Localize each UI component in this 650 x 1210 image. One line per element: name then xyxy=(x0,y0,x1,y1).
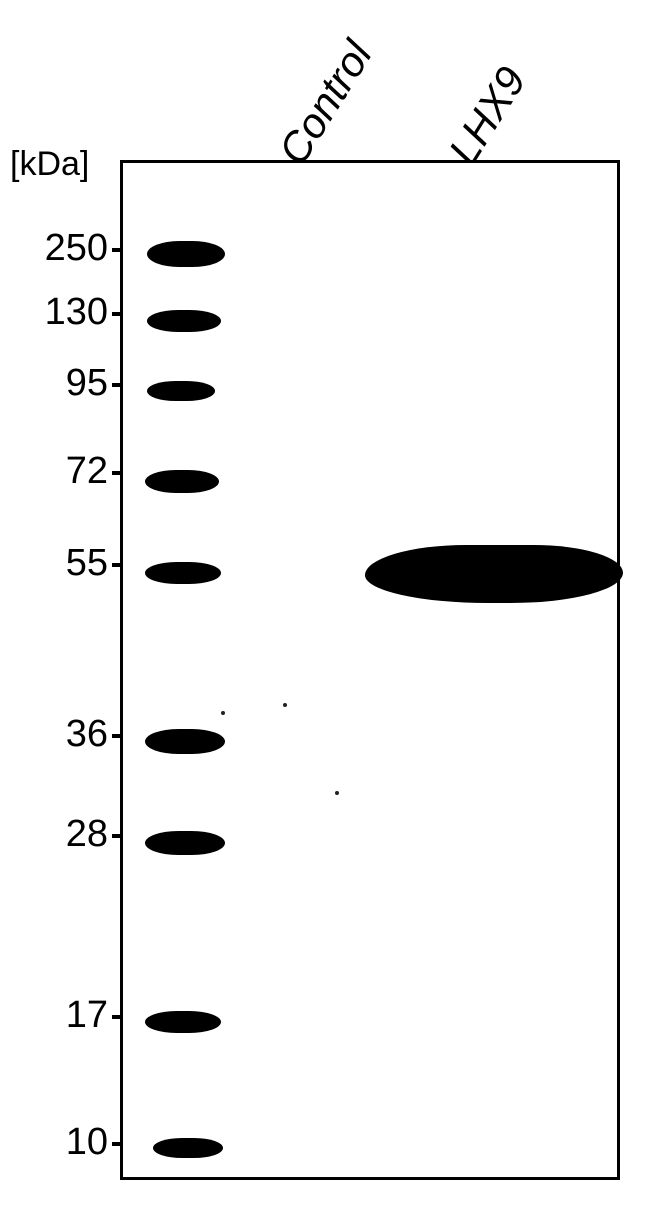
lane-label-control: Control xyxy=(269,33,381,173)
marker-label-55: 55 xyxy=(8,542,108,585)
ladder-band-55 xyxy=(145,562,221,584)
marker-label-10: 10 xyxy=(8,1121,108,1164)
y-axis-unit-label: [kDa] xyxy=(10,145,89,184)
ladder-band-95 xyxy=(147,381,215,401)
marker-label-130: 130 xyxy=(8,291,108,334)
artifact-speck xyxy=(221,711,225,715)
ladder-band-28 xyxy=(145,831,225,855)
ladder-band-130 xyxy=(147,310,221,332)
ladder-band-17 xyxy=(145,1011,221,1033)
marker-label-36: 36 xyxy=(8,713,108,756)
ladder-band-72 xyxy=(145,470,219,493)
marker-label-17: 17 xyxy=(8,994,108,1037)
sample-band-lhx9 xyxy=(365,545,623,603)
artifact-speck xyxy=(335,791,339,795)
marker-label-72: 72 xyxy=(8,450,108,493)
blot-membrane xyxy=(120,160,620,1180)
marker-label-28: 28 xyxy=(8,813,108,856)
lane-label-sample: LHX9 xyxy=(439,58,535,173)
ladder-band-250 xyxy=(147,241,225,267)
blot-figure: [kDa] Control LHX9 250 130 95 72 55 36 2… xyxy=(0,0,650,1210)
marker-label-250: 250 xyxy=(8,227,108,270)
marker-label-95: 95 xyxy=(8,362,108,405)
ladder-band-36 xyxy=(145,729,225,754)
ladder-band-10 xyxy=(153,1138,223,1158)
artifact-speck xyxy=(283,703,287,707)
